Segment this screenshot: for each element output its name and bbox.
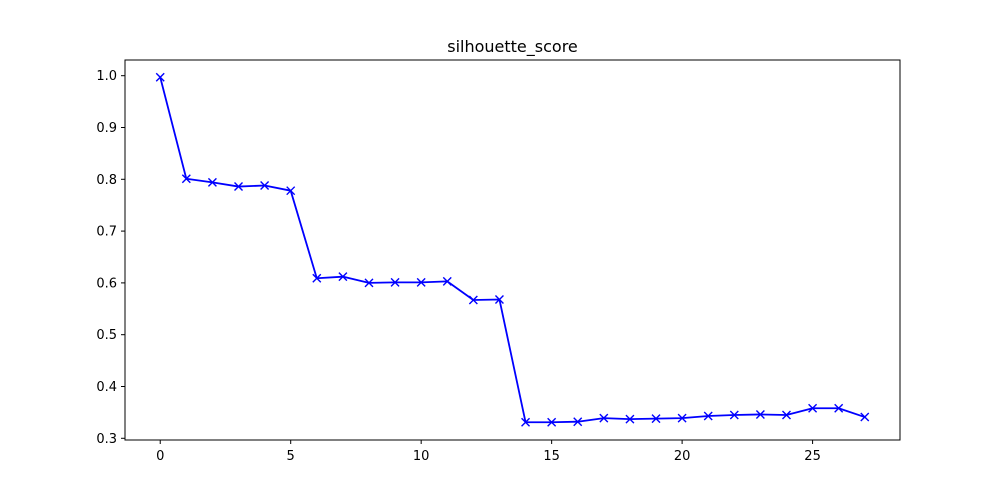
data-point-marker — [181, 174, 191, 184]
data-point-marker — [625, 414, 635, 424]
data-point-marker — [286, 186, 296, 196]
data-point-marker — [338, 272, 348, 282]
data-point-marker — [834, 403, 844, 413]
data-point-marker — [547, 417, 557, 427]
x-tick-label: 10 — [413, 449, 430, 464]
y-tick-label: 0.4 — [96, 380, 117, 395]
data-point-marker — [155, 72, 165, 82]
y-tick-label: 0.7 — [96, 225, 117, 240]
data-point-marker — [677, 413, 687, 423]
data-point-marker — [494, 294, 504, 304]
data-point-marker — [573, 417, 583, 427]
chart-title: silhouette_score — [447, 37, 578, 57]
x-tick-label: 0 — [156, 449, 164, 464]
data-point-marker — [260, 181, 270, 191]
series-line — [159, 77, 866, 424]
data-point-marker — [390, 277, 400, 287]
x-tick-label: 25 — [804, 449, 821, 464]
x-tick-label: 20 — [674, 449, 691, 464]
data-point-marker — [312, 273, 322, 283]
data-point-marker — [755, 409, 765, 419]
data-point-marker — [468, 295, 478, 305]
data-point-marker — [860, 412, 870, 422]
y-tick-label: 0.8 — [96, 173, 117, 188]
y-tick-label: 0.9 — [96, 121, 117, 136]
data-point-marker — [729, 410, 739, 420]
y-tick-label: 0.3 — [96, 432, 117, 447]
y-tick-label: 1.0 — [96, 69, 117, 84]
data-point-marker — [364, 278, 374, 288]
data-point-marker — [703, 411, 713, 421]
data-point-marker — [781, 410, 791, 420]
data-point-marker — [651, 414, 661, 424]
plot-layer: 0 5 10 15 20 25 0.3 0.4 0.5 0.6 0.7 0.8 0.9 1.0 — [96, 59, 901, 464]
data-point-marker — [599, 413, 609, 423]
y-tick-label: 0.5 — [96, 328, 117, 343]
data-point-marker — [808, 403, 818, 413]
data-point-marker — [442, 276, 452, 286]
plot-frame — [124, 59, 901, 441]
data-point-marker — [521, 417, 531, 427]
data-point-marker — [416, 277, 426, 287]
x-tick-label: 5 — [287, 449, 295, 464]
data-point-marker — [207, 177, 217, 187]
data-point-marker — [234, 182, 244, 192]
y-tick-label: 0.6 — [96, 276, 117, 291]
x-tick-label: 15 — [543, 449, 560, 464]
